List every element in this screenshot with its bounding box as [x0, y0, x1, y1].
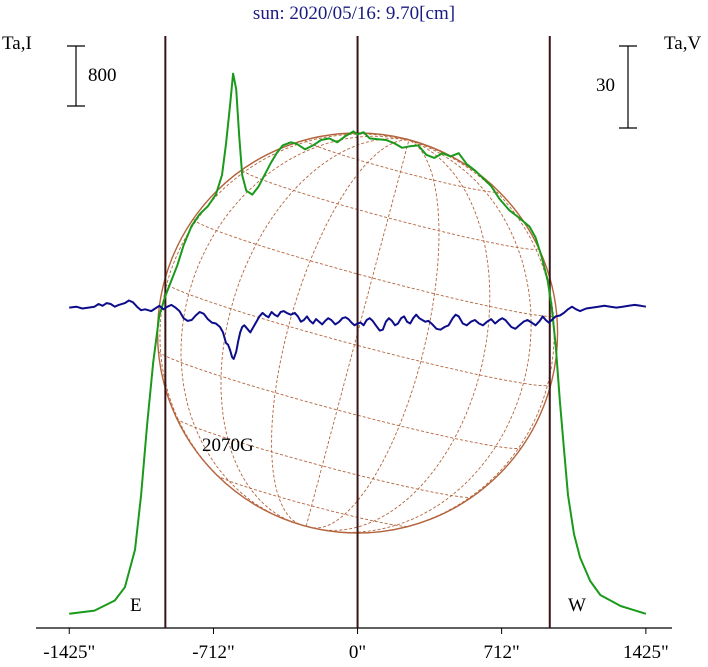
east-limb-label: E: [130, 595, 142, 616]
x-tick-labels: -1425" -712" 0" 712" 1425": [43, 642, 669, 663]
longitude-line: [313, 139, 440, 529]
longitude-line: [332, 139, 532, 533]
x-tick-label: 0": [349, 642, 366, 662]
plot-frame: [36, 36, 672, 634]
intensity-series-line: [69, 72, 647, 615]
longitude-line: [377, 139, 555, 533]
longitude-line: [220, 138, 409, 523]
latitude-line: [158, 351, 522, 449]
intensity-scale-label: 800: [88, 65, 117, 86]
sunspot-annotation: 2070G: [202, 435, 254, 456]
left-axis-label: Ta,I: [2, 33, 32, 54]
polarization-scale-label: 30: [596, 75, 615, 96]
longitude-line: [271, 139, 409, 525]
x-tick-label: 712": [483, 642, 519, 662]
series-lines: [69, 72, 647, 615]
chart-title: sun: 2020/05/16: 9.70[cm]: [252, 3, 456, 24]
longitude-line: [319, 139, 491, 531]
latitude-line: [216, 474, 410, 527]
x-tick-label: 1425": [623, 642, 669, 662]
right-axis-label: Ta,V: [664, 33, 702, 54]
x-tick-label: -712": [192, 642, 235, 662]
longitude-line: [159, 133, 409, 497]
polarization-series-line: [69, 299, 647, 360]
west-limb-label: W: [568, 595, 586, 616]
longitude-line: [180, 135, 409, 518]
x-tick-label: -1425": [43, 642, 95, 662]
